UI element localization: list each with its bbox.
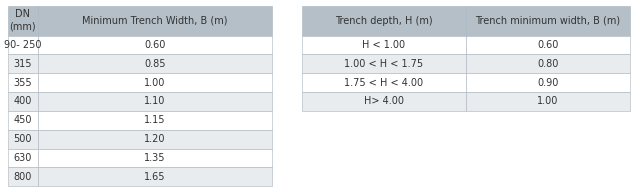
Text: 1.75 < H < 4.00: 1.75 < H < 4.00	[345, 78, 424, 88]
Text: Trench depth, H (m): Trench depth, H (m)	[335, 16, 432, 26]
Text: 0.60: 0.60	[537, 40, 558, 50]
Text: 1.00 < H < 1.75: 1.00 < H < 1.75	[345, 59, 424, 69]
Text: 400: 400	[13, 96, 32, 106]
Text: 1.00: 1.00	[144, 78, 165, 88]
Text: 630: 630	[13, 153, 32, 163]
Text: 0.85: 0.85	[144, 59, 165, 69]
Text: 355: 355	[13, 78, 32, 88]
Text: 450: 450	[13, 115, 32, 125]
Text: DN
(mm): DN (mm)	[10, 9, 36, 32]
Text: 800: 800	[13, 172, 32, 182]
Text: 0.80: 0.80	[537, 59, 558, 69]
Text: 1.20: 1.20	[144, 134, 165, 144]
Text: H> 4.00: H> 4.00	[364, 96, 404, 106]
Text: 0.90: 0.90	[537, 78, 558, 88]
Text: 500: 500	[13, 134, 32, 144]
Text: 1.10: 1.10	[144, 96, 165, 106]
Text: 315: 315	[13, 59, 32, 69]
Text: 0.60: 0.60	[144, 40, 165, 50]
Text: 1.00: 1.00	[537, 96, 558, 106]
Text: 90- 250: 90- 250	[4, 40, 41, 50]
Text: 1.15: 1.15	[144, 115, 165, 125]
Text: 1.35: 1.35	[144, 153, 165, 163]
Text: Minimum Trench Width, B (m): Minimum Trench Width, B (m)	[82, 16, 228, 26]
Text: H < 1.00: H < 1.00	[363, 40, 406, 50]
Text: Trench minimum width, B (m): Trench minimum width, B (m)	[475, 16, 620, 26]
Text: 1.65: 1.65	[144, 172, 165, 182]
